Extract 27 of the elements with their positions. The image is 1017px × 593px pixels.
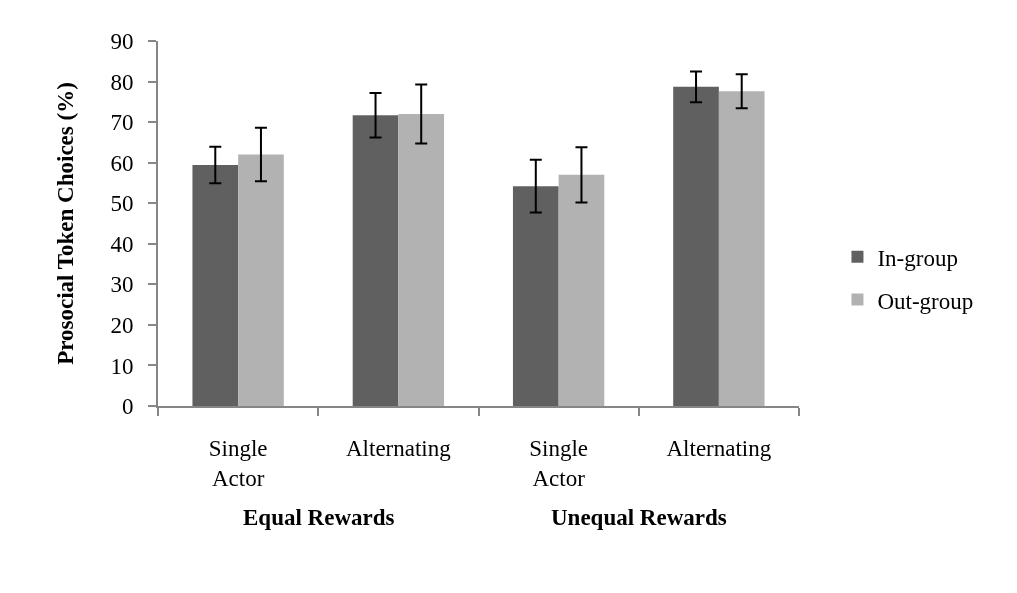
- y-tick-label: 40: [110, 231, 134, 257]
- x-tick-label: Alternating: [346, 435, 452, 461]
- bar: [192, 165, 239, 406]
- y-tick-label: 70: [110, 110, 134, 136]
- y-tick-label: 20: [110, 312, 134, 338]
- x-tick-label: Single Actor: [529, 435, 589, 491]
- legend-label: In-group: [877, 245, 958, 271]
- y-tick-label: 50: [110, 191, 134, 217]
- bar: [673, 86, 719, 406]
- x-tick-label: Alternating: [666, 435, 772, 461]
- y-tick-label: 80: [110, 69, 134, 95]
- y-tick-label: 0: [121, 394, 134, 420]
- y-tick-label: 60: [110, 150, 134, 176]
- y-tick-label: 30: [110, 272, 134, 298]
- text: Unequal Rewards: [551, 505, 727, 530]
- bar: [512, 186, 559, 406]
- y-axis-title: Prosocial Token Choices (%): [53, 82, 79, 365]
- text: Equal Rewards: [243, 505, 395, 530]
- y-tick-label: 10: [110, 353, 134, 379]
- bar: [238, 154, 284, 406]
- bar: [398, 114, 445, 406]
- x-tick-label: Single Actor: [208, 435, 268, 491]
- y-tick-label: 90: [110, 29, 134, 55]
- legend-label: Out-group: [877, 288, 974, 314]
- bar: [352, 115, 399, 406]
- bar: [718, 91, 765, 406]
- bar: [558, 174, 605, 406]
